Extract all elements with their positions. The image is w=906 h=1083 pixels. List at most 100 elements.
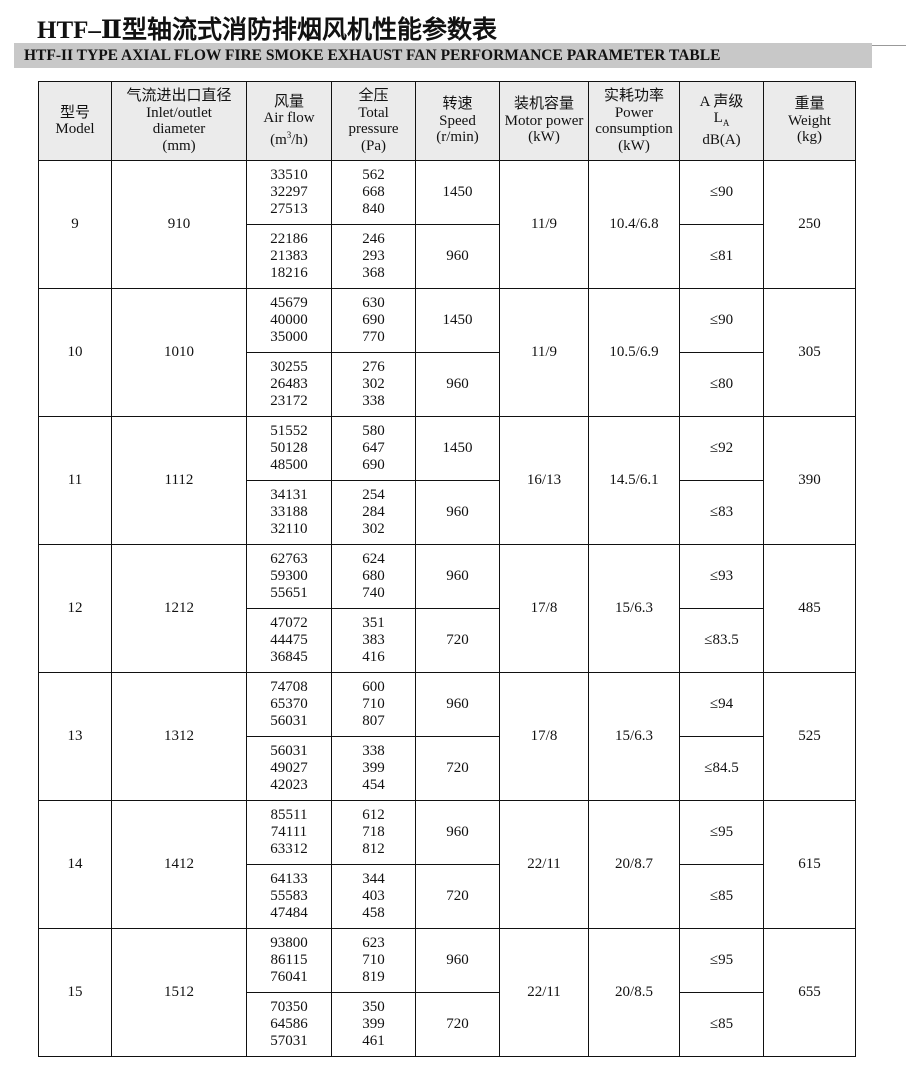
header-line: (m3/h)	[270, 129, 308, 148]
pressure-cell: 630 690 770	[331, 288, 416, 353]
table-row: 56031 49027 42023 338 399 454 720 ≤84.5	[39, 736, 856, 801]
air-flow-cell: 45679 40000 35000	[246, 288, 332, 353]
header-line: 装机容量	[513, 96, 574, 113]
pressure-cell: 254 284 302	[331, 480, 416, 545]
diameter-cell: 1312	[111, 672, 247, 801]
diameter-cell: 1412	[111, 800, 247, 929]
header-power-consumption: 实耗功率 Power consumption (kW)	[588, 81, 680, 161]
speed-cell: 1450	[415, 416, 500, 481]
speed-cell: 960	[415, 928, 500, 993]
pressure-value: 807	[362, 713, 385, 729]
speed-cell: 960	[415, 800, 500, 865]
diameter-cell: 1512	[111, 928, 247, 1057]
header-line: Power	[614, 104, 654, 121]
pressure-value: 293	[362, 248, 385, 264]
header-line: (kW)	[528, 129, 560, 146]
header-total-pressure: 全压 Total pressure (Pa)	[331, 81, 416, 161]
pressure-value: 416	[362, 649, 385, 665]
header-line: LA	[713, 110, 730, 129]
air-flow-value: 32297	[270, 184, 308, 200]
pressure-value: 276	[362, 359, 385, 375]
sound-level-cell: ≤92	[679, 416, 764, 481]
pressure-value: 351	[362, 615, 385, 631]
divider	[872, 45, 906, 46]
air-flow-value: 45679	[270, 295, 308, 311]
pressure-value: 680	[362, 568, 385, 584]
air-flow-value: 47484	[270, 905, 308, 921]
pressure-cell: 350 399 461	[331, 992, 416, 1057]
motor-power-cell: 17/8	[499, 672, 589, 801]
air-flow-value: 47072	[270, 615, 308, 631]
header-line: 风量	[273, 93, 304, 110]
air-flow-cell: 74708 65370 56031	[246, 672, 332, 737]
model-cell: 12	[38, 544, 112, 673]
air-flow-cell: 51552 50128 48500	[246, 416, 332, 481]
header-row: 型号 Model 气流进出口直径 Inlet/outlet diameter (mm) 风量…	[38, 81, 856, 161]
model-cell: 13	[38, 672, 112, 801]
air-flow-value: 23172	[270, 393, 308, 409]
header-line: Weight	[788, 112, 831, 129]
speed-cell: 960	[415, 224, 500, 289]
air-flow-value: 22186	[270, 231, 308, 247]
motor-power-cell: 16/13	[499, 416, 589, 545]
weight-cell: 390	[763, 416, 856, 545]
page-title: HTF–Ⅱ型轴流式消防排烟风机性能参数表	[37, 17, 497, 44]
performance-table: 型号 Model 气流进出口直径 Inlet/outlet diameter (mm) 风量…	[38, 81, 856, 1057]
header-line: 转速	[442, 96, 473, 113]
header-line: dB(A)	[702, 131, 741, 148]
air-flow-value: 42023	[270, 777, 308, 793]
sound-level-cell: ≤84.5	[679, 736, 764, 801]
table-row: 70350 64586 57031 350 399 461 720 ≤85	[39, 992, 856, 1057]
air-flow-value: 85511	[270, 807, 308, 823]
table-row: 30255 26483 23172 276 302 338 960 ≤80	[39, 352, 856, 417]
motor-power-cell: 22/11	[499, 800, 589, 929]
pressure-value: 624	[362, 551, 385, 567]
sound-level-cell: ≤83	[679, 480, 764, 545]
weight-cell: 485	[763, 544, 856, 673]
pressure-value: 302	[362, 376, 385, 392]
sound-level-cell: ≤85	[679, 864, 764, 929]
pressure-value: 399	[362, 760, 385, 776]
sound-level-cell: ≤81	[679, 224, 764, 289]
weight-cell: 305	[763, 288, 856, 417]
air-flow-value: 33188	[270, 504, 308, 520]
pressure-value: 580	[362, 423, 385, 439]
air-flow-value: 32110	[270, 521, 308, 537]
motor-power-cell: 22/11	[499, 928, 589, 1057]
header-diameter: 气流进出口直径 Inlet/outlet diameter (mm)	[111, 81, 247, 161]
air-flow-value: 44475	[270, 632, 308, 648]
air-flow-cell: 34131 33188 32110	[246, 480, 332, 545]
weight-cell: 525	[763, 672, 856, 801]
header-line: Inlet/outlet	[146, 104, 212, 121]
subtitle-bar	[14, 43, 872, 68]
table-row: 47072 44475 36845 351 383 416 720 ≤83.5	[39, 608, 856, 673]
pressure-cell: 562 668 840	[331, 160, 416, 225]
air-flow-value: 33510	[270, 167, 308, 183]
pressure-cell: 612 718 812	[331, 800, 416, 865]
air-flow-cell: 56031 49027 42023	[246, 736, 332, 801]
pressure-cell: 351 383 416	[331, 608, 416, 673]
pressure-value: 458	[362, 905, 385, 921]
sound-level-cell: ≤94	[679, 672, 764, 737]
power-consumption-cell: 10.5/6.9	[588, 288, 680, 417]
table-row: 14 1412 85511 74111 63312 612 718 812 960 22/11 20…	[38, 800, 856, 929]
air-flow-value: 74708	[270, 679, 308, 695]
header-speed: 转速 Speed (r/min)	[415, 81, 500, 161]
air-flow-value: 70350	[270, 999, 308, 1015]
sound-level-cell: ≤83.5	[679, 608, 764, 673]
pressure-value: 623	[362, 935, 385, 951]
header-line: (Pa)	[361, 137, 386, 154]
weight-cell: 655	[763, 928, 856, 1057]
motor-power-cell: 17/8	[499, 544, 589, 673]
sound-level-cell: ≤90	[679, 288, 764, 353]
air-flow-value: 55651	[270, 585, 308, 601]
air-flow-value: 74111	[270, 824, 308, 840]
speed-cell: 1450	[415, 288, 500, 353]
header-line: Air flow	[263, 110, 315, 127]
pressure-value: 819	[362, 969, 385, 985]
air-flow-value: 76041	[270, 969, 308, 985]
air-flow-value: 48500	[270, 457, 308, 473]
header-line: (kW)	[618, 137, 650, 154]
pressure-cell: 600 710 807	[331, 672, 416, 737]
pressure-cell: 344 403 458	[331, 864, 416, 929]
